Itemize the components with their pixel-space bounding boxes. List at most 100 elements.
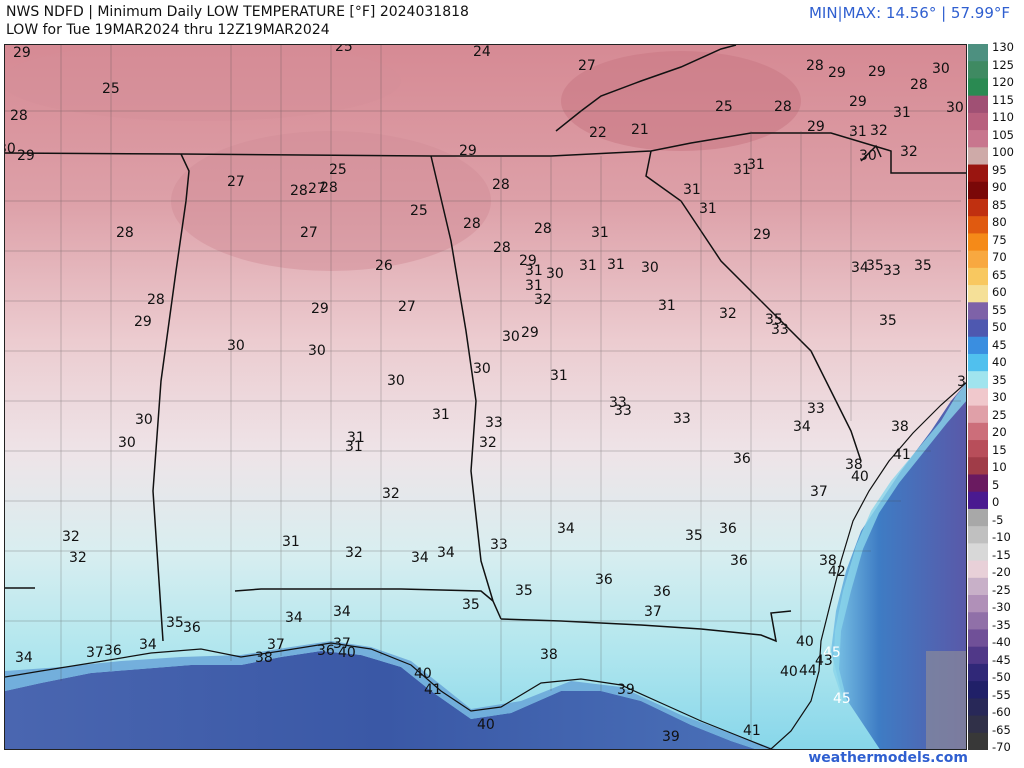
color-scale-swatch	[968, 95, 988, 114]
color-scale-tick: 10	[992, 460, 1007, 474]
temperature-label: 27	[308, 181, 326, 197]
temperature-label: 34	[333, 604, 351, 620]
color-scale-tick: 130	[992, 40, 1014, 54]
color-scale-tick: -60	[992, 705, 1011, 719]
color-scale-tick: -45	[992, 652, 1011, 667]
temperature-label: 35	[166, 615, 184, 631]
temperature-label: 42	[828, 564, 846, 580]
color-scale-swatch	[968, 233, 988, 252]
temperature-label: 25	[715, 99, 733, 115]
temperature-label: 38	[891, 419, 909, 435]
color-scale-swatch	[968, 216, 988, 234]
temperature-label: 32	[870, 123, 888, 139]
temperature-label: 36	[595, 572, 613, 588]
map-title: NWS NDFD | Minimum Daily LOW TEMPERATURE…	[6, 4, 469, 20]
temperature-label: 34	[793, 419, 811, 435]
color-scale-swatch	[968, 147, 988, 166]
temperature-label: 28	[10, 108, 28, 124]
temperature-label: 31	[345, 439, 363, 455]
temperature-label: 26	[375, 258, 393, 274]
temperature-label: 24	[473, 44, 491, 60]
temperature-label: 31	[525, 278, 543, 294]
county-boundaries	[5, 45, 961, 741]
color-scale-swatch	[968, 681, 988, 699]
color-scale-swatch	[968, 491, 988, 510]
temperature-label: 28	[463, 216, 481, 232]
temperature-label: 31	[282, 534, 300, 550]
temperature-label: 37	[86, 645, 104, 661]
color-scale-swatch	[968, 612, 988, 630]
map-background	[5, 45, 966, 749]
temperature-label: 25	[410, 203, 428, 219]
color-scale-tick: 120	[992, 75, 1014, 89]
temperature-label: 30	[946, 100, 964, 116]
temperature-label: 33	[490, 537, 508, 553]
color-scale-swatch	[968, 267, 988, 286]
color-scale-swatch	[968, 526, 988, 544]
temperature-label: 31	[607, 257, 625, 273]
color-scale-tick: 115	[992, 92, 1014, 107]
color-scale-tick: 30	[992, 390, 1007, 404]
temperature-labels: 29 25 24 27 28 29 29 30 28 25 28 25 28 29 30 31 22 21 29 31…	[5, 44, 966, 749]
temperature-label: 34	[15, 650, 33, 666]
color-scale-swatch	[968, 595, 988, 613]
color-scale-swatch	[968, 181, 988, 200]
temperature-label: 31	[733, 162, 751, 178]
color-scale-swatch	[968, 130, 988, 148]
temperature-label: 31	[699, 201, 717, 217]
color-scale-tick: 5	[992, 477, 1000, 492]
color-scale-tick: 20	[992, 425, 1007, 439]
temperature-label: 29	[17, 148, 35, 164]
temperature-label: 28	[492, 177, 510, 193]
color-scale-swatch	[968, 112, 988, 131]
temperature-label: 31	[550, 368, 568, 384]
temperature-label: 32	[62, 529, 80, 545]
temperature-label: 28	[493, 240, 511, 256]
temperature-label: 36	[183, 620, 201, 636]
temperature-label: 37	[810, 484, 828, 500]
temperature-label: 31	[747, 157, 765, 173]
color-scale-tick: -30	[992, 600, 1011, 614]
temperature-label: 40	[796, 634, 814, 650]
temperature-label: 30	[135, 412, 153, 428]
temperature-label: 39	[662, 729, 680, 745]
temperature-label: 29	[519, 253, 537, 269]
temperature-label: 33	[614, 403, 632, 419]
temperature-label: 28	[116, 225, 134, 241]
color-scale-tick: -40	[992, 635, 1011, 649]
temperature-label: 28	[320, 180, 338, 196]
temperature-label: 27	[578, 58, 596, 74]
temperature-label: 41	[743, 723, 761, 739]
temperature-label: 33	[485, 415, 503, 431]
color-scale-tick: 35	[992, 372, 1007, 387]
temperature-label: 31	[432, 407, 450, 423]
color-scale-swatch	[968, 457, 988, 475]
temperature-label: 31	[525, 263, 543, 279]
color-scale-swatch	[968, 61, 988, 79]
state-boundaries	[5, 45, 966, 643]
temperature-label: 40	[477, 717, 495, 733]
temperature-label: 30	[546, 266, 564, 282]
color-scale-tick: 105	[992, 127, 1014, 142]
temperature-label: 35	[515, 583, 533, 599]
temperature-label: 40	[338, 645, 356, 661]
color-scale-bar	[968, 44, 988, 750]
temperature-label: 34	[285, 610, 303, 626]
color-scale-tick: 50	[992, 320, 1007, 334]
color-scale-swatch	[968, 715, 988, 734]
color-scale-tick: 55	[992, 302, 1007, 317]
temperature-label: 30	[308, 343, 326, 359]
temperature-label: 29	[868, 64, 886, 80]
color-scale-tick: 80	[992, 215, 1007, 229]
color-scale-tick: 85	[992, 197, 1007, 212]
temperature-label: 32	[382, 486, 400, 502]
color-scale-tick: -50	[992, 670, 1011, 684]
temperature-label: 40	[851, 469, 869, 485]
temperature-label: 32	[69, 550, 87, 566]
temperature-label: 28	[806, 58, 824, 74]
temperature-label: 32	[479, 435, 497, 451]
color-scale-tick: 100	[992, 145, 1014, 159]
temperature-label: 30	[502, 329, 520, 345]
color-scale-swatch	[968, 508, 988, 527]
color-scale-tick: 125	[992, 57, 1014, 72]
